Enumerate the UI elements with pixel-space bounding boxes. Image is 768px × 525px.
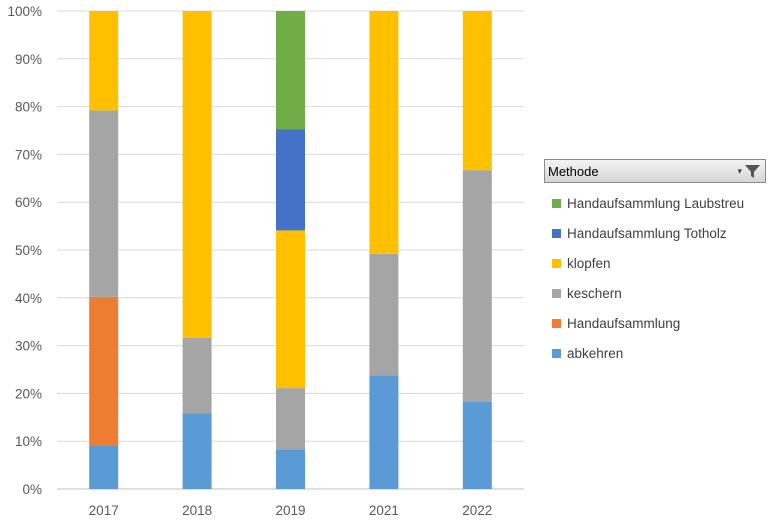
legend-field-label: Methode	[548, 163, 599, 179]
legend-label: Handaufsammlung Totholz	[567, 225, 727, 241]
filter-funnel-icon[interactable]: ▾	[737, 164, 761, 179]
y-tick-label: 40%	[15, 291, 42, 306]
legend-item[interactable]: Handaufsammlung	[544, 308, 766, 338]
y-tick-label: 70%	[15, 147, 42, 162]
y-tick-label: 0%	[22, 482, 42, 497]
x-tick-label: 2018	[182, 503, 212, 518]
legend-swatch	[552, 258, 561, 268]
bar-segment	[182, 413, 212, 489]
bar-segment	[276, 129, 305, 231]
x-tick-label: 2019	[275, 503, 305, 518]
legend: Methode ▾ Handaufsammlung Laubstreu Hand…	[544, 159, 766, 368]
methode-field-button[interactable]: Methode ▾	[544, 159, 766, 183]
bar-segment	[462, 11, 492, 171]
legend-swatch	[552, 318, 561, 328]
y-tick-label: 30%	[15, 339, 42, 354]
bar-segment	[89, 11, 119, 111]
y-tick-label: 80%	[15, 100, 42, 115]
legend-swatch	[552, 288, 561, 298]
bar-segment	[369, 375, 399, 489]
x-tick-label: 2022	[462, 503, 492, 518]
legend-label: Handaufsammlung	[567, 315, 681, 331]
bar-segment	[89, 296, 119, 446]
y-tick-label: 100%	[7, 4, 42, 19]
bar-segment	[462, 402, 492, 489]
legend-item[interactable]: Handaufsammlung Totholz	[544, 218, 766, 248]
legend-label: Handaufsammlung Laubstreu	[567, 195, 745, 211]
bar-segment	[182, 11, 212, 338]
legend-label: keschern	[567, 285, 622, 301]
bar-segment	[276, 388, 305, 450]
bar-segment	[89, 110, 119, 297]
y-tick-label: 50%	[15, 243, 42, 258]
legend-list: Handaufsammlung Laubstreu Handaufsammlun…	[544, 188, 766, 368]
dropdown-caret-icon: ▾	[737, 165, 742, 176]
bar-segment	[369, 11, 399, 254]
legend-swatch	[552, 348, 561, 358]
legend-label: klopfen	[567, 255, 611, 271]
bar-segment	[89, 445, 119, 489]
legend-swatch	[552, 198, 561, 208]
bar-segment	[462, 170, 492, 403]
y-tick-label: 10%	[15, 434, 42, 449]
legend-item[interactable]: abkehren	[544, 338, 766, 368]
bar-segment	[369, 253, 399, 376]
legend-item[interactable]: Handaufsammlung Laubstreu	[544, 188, 766, 218]
bar-segment	[276, 449, 305, 489]
bar-segment	[276, 230, 305, 389]
y-tick-label: 60%	[15, 195, 42, 210]
y-tick-label: 90%	[15, 52, 42, 67]
legend-item[interactable]: klopfen	[544, 248, 766, 278]
y-tick-label: 20%	[15, 386, 42, 401]
x-tick-label: 2017	[89, 503, 119, 518]
bar-segment	[182, 337, 212, 414]
bar-segment	[276, 11, 305, 130]
x-tick-label: 2021	[369, 503, 399, 518]
legend-label: abkehren	[567, 345, 624, 361]
legend-swatch	[552, 228, 561, 238]
legend-item[interactable]: keschern	[544, 278, 766, 308]
